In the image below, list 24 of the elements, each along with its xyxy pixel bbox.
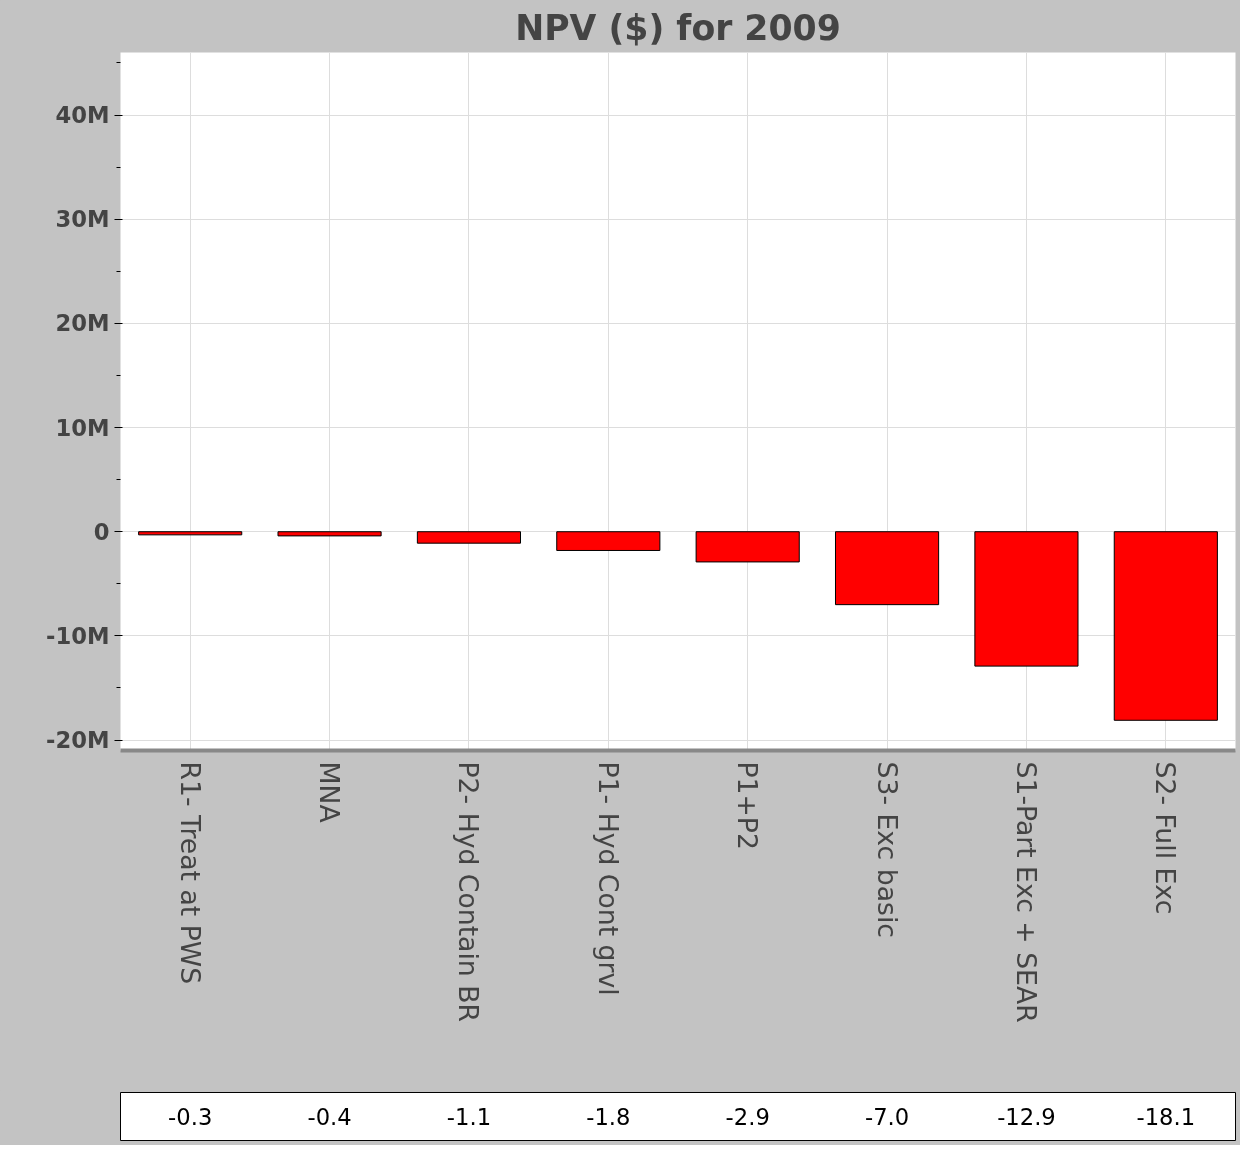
data-label: -1.1 (446, 1104, 492, 1130)
y-tick-label: 30M (55, 206, 110, 233)
x-tick-label: P2- Hyd Contain BR (453, 761, 485, 1023)
x-tick-label: S3- Exc basic (871, 761, 903, 938)
data-label: -18.1 (1136, 1104, 1196, 1130)
data-label: -7.0 (864, 1104, 910, 1130)
data-label: -2.9 (725, 1104, 770, 1130)
y-tick-label: 20M (55, 310, 110, 337)
y-tick-label: 40M (55, 102, 110, 129)
y-tick-label: 0 (93, 518, 110, 545)
y-tick-label: 10M (55, 414, 110, 441)
data-label: -0.4 (307, 1104, 352, 1130)
x-tick-label: P1+P2 (732, 761, 764, 850)
x-tick-label: S1-Part Exc + SEAR (1010, 761, 1042, 1023)
data-label: -0.3 (168, 1104, 213, 1130)
data-label: -1.8 (586, 1104, 631, 1130)
x-tick-label: MNA (314, 761, 346, 824)
x-tick-label: P1- Hyd Cont grvl (592, 761, 624, 996)
chart-title: NPV ($) for 2009 (515, 7, 841, 48)
x-tick-label: S2- Full Exc (1150, 761, 1182, 915)
y-tick-label: -10M (46, 622, 110, 649)
x-tick-label: R1- Treat at PWS (174, 761, 206, 985)
y-tick-label: -20M (46, 727, 110, 754)
data-label: -12.9 (997, 1104, 1056, 1130)
